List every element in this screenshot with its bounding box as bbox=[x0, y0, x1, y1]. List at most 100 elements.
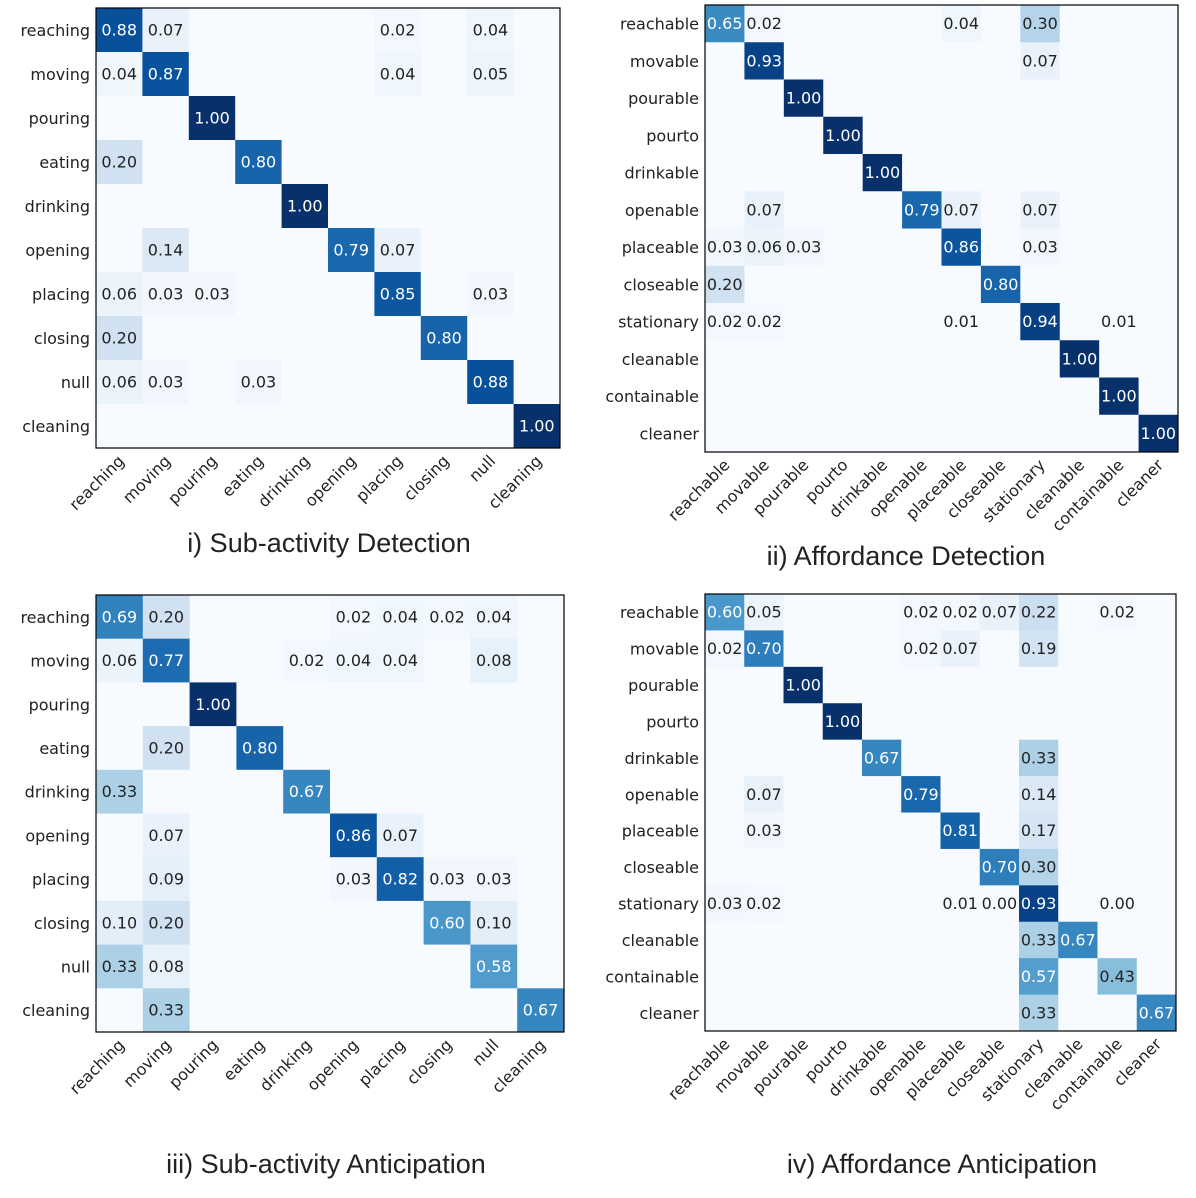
heatmap-cell bbox=[328, 360, 375, 405]
heatmap-cell bbox=[374, 184, 422, 229]
cell-value-label: 0.33 bbox=[1021, 748, 1057, 767]
heatmap-cell bbox=[744, 994, 784, 1032]
heatmap-cell bbox=[374, 272, 422, 317]
heatmap-cell bbox=[1058, 885, 1098, 923]
heatmap-cell bbox=[940, 848, 981, 886]
heatmap-cell bbox=[1136, 739, 1177, 777]
cell-value-label: 0.79 bbox=[904, 200, 940, 219]
heatmap-cell bbox=[189, 595, 237, 640]
cell-value-label: 0.07 bbox=[382, 826, 418, 845]
heatmap-cell bbox=[142, 272, 190, 317]
cell-value-label: 0.82 bbox=[382, 870, 418, 889]
heatmap-cell bbox=[142, 813, 190, 858]
cell-value-label: 0.06 bbox=[101, 373, 137, 392]
heatmap-cell bbox=[236, 595, 284, 640]
heatmap-cell bbox=[822, 776, 863, 813]
heatmap-cell bbox=[142, 900, 190, 945]
heatmap-cell bbox=[901, 958, 941, 995]
heatmap-cell bbox=[1059, 377, 1100, 416]
heatmap-cell bbox=[705, 42, 745, 80]
cell-value-label: 0.03 bbox=[148, 285, 184, 304]
heatmap-cell bbox=[236, 682, 284, 727]
heatmap-cell bbox=[705, 848, 745, 886]
cell-value-label: 0.03 bbox=[786, 238, 822, 257]
heatmap-cell bbox=[1138, 340, 1179, 378]
heatmap-cell bbox=[941, 154, 982, 192]
heatmap-cell bbox=[517, 682, 565, 727]
heatmap-cell bbox=[1020, 191, 1061, 229]
heatmap-cell bbox=[283, 769, 331, 814]
cell-value-label: 0.79 bbox=[333, 241, 369, 260]
heatmap-cell bbox=[744, 812, 784, 850]
cell-value-label: 0.20 bbox=[148, 913, 184, 932]
heatmap-cell bbox=[330, 944, 378, 989]
column-tick-label: closing bbox=[403, 1035, 456, 1088]
row-tick-label: containable bbox=[605, 387, 699, 406]
heatmap-cell bbox=[941, 340, 982, 378]
heatmap-cell bbox=[822, 848, 863, 886]
cell-value-label: 0.04 bbox=[476, 607, 512, 626]
heatmap-cell bbox=[979, 921, 1020, 959]
heatmap-cell bbox=[281, 140, 329, 185]
heatmap-cell bbox=[901, 703, 941, 741]
heatmap-cell bbox=[420, 96, 468, 141]
heatmap-cell bbox=[1059, 79, 1100, 118]
panel-title: ii) Affordance Detection bbox=[767, 541, 1046, 571]
heatmap-cell bbox=[420, 228, 468, 273]
heatmap-cell bbox=[1097, 703, 1138, 741]
heatmap-cell bbox=[420, 404, 468, 449]
cell-value-label: 0.81 bbox=[942, 821, 978, 840]
heatmap-cell bbox=[1136, 666, 1177, 704]
cell-value-label: 0.04 bbox=[101, 65, 137, 84]
heatmap-cell bbox=[1019, 848, 1059, 886]
heatmap-cell bbox=[1099, 154, 1139, 192]
cell-value-label: 0.03 bbox=[707, 238, 743, 257]
heatmap-cell bbox=[783, 191, 824, 229]
cell-value-label: 0.86 bbox=[943, 238, 979, 257]
heatmap-cell bbox=[467, 96, 514, 141]
cell-value-label: 0.03 bbox=[1022, 238, 1058, 257]
row-tick-label: null bbox=[61, 957, 90, 976]
heatmap-cell bbox=[1058, 958, 1098, 995]
heatmap-cell bbox=[940, 630, 981, 668]
heatmap-cell bbox=[1097, 739, 1138, 777]
heatmap-cell bbox=[517, 988, 565, 1033]
heatmap-cell bbox=[783, 994, 824, 1032]
heatmap-cell bbox=[940, 703, 981, 741]
heatmap-cell bbox=[96, 140, 143, 185]
heatmap-cell bbox=[189, 988, 237, 1033]
heatmap-cell bbox=[328, 316, 375, 361]
heatmap-cell bbox=[1020, 79, 1061, 118]
panel-title: iii) Sub-activity Anticipation bbox=[166, 1149, 486, 1179]
heatmap-cell bbox=[941, 414, 982, 453]
heatmap-cell bbox=[1020, 154, 1061, 192]
cell-value-label: 0.70 bbox=[746, 639, 782, 658]
heatmap-cell bbox=[705, 414, 745, 453]
heatmap-cell bbox=[376, 944, 424, 989]
heatmap-cell bbox=[823, 303, 864, 341]
row-tick-label: pourto bbox=[646, 712, 699, 731]
heatmap-cell bbox=[467, 360, 514, 405]
heatmap-cell bbox=[705, 594, 745, 631]
heatmap-cell bbox=[1019, 812, 1059, 850]
cell-value-label: 0.14 bbox=[1021, 785, 1057, 804]
heatmap-cell bbox=[96, 184, 143, 229]
column-tick-label: closing bbox=[400, 451, 453, 504]
heatmap-cell bbox=[1136, 776, 1177, 813]
heatmap-cell bbox=[941, 42, 982, 80]
heatmap-cell bbox=[1019, 776, 1059, 813]
heatmap-cell bbox=[96, 682, 144, 727]
heatmap-cell bbox=[1138, 154, 1179, 192]
heatmap-cell bbox=[902, 79, 942, 118]
heatmap-cell bbox=[188, 272, 236, 317]
heatmap-cell bbox=[467, 184, 514, 229]
heatmap-cell bbox=[1059, 303, 1100, 341]
heatmap-cell bbox=[1020, 5, 1061, 43]
heatmap-cell bbox=[783, 739, 824, 777]
heatmap-cell bbox=[374, 404, 422, 449]
cell-value-label: 0.03 bbox=[473, 285, 509, 304]
cell-value-label: 0.88 bbox=[473, 373, 509, 392]
heatmap-cell bbox=[744, 79, 785, 118]
cell-value-label: 0.33 bbox=[1021, 930, 1057, 949]
cell-value-label: 0.02 bbox=[903, 603, 939, 622]
